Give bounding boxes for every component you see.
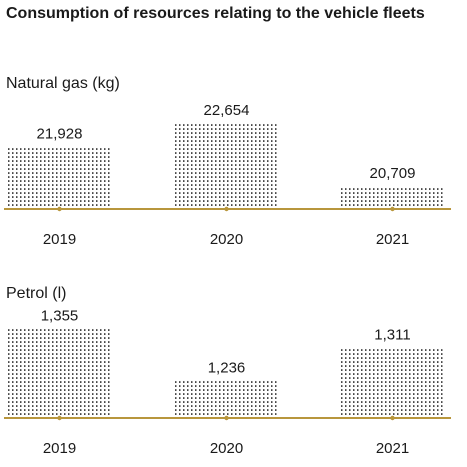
tick-label: 2021 — [376, 231, 409, 248]
tick-label: 2021 — [376, 440, 409, 457]
baseline-marker — [57, 415, 62, 421]
tick-labels-natural-gas: 2019 2020 2021 — [43, 231, 409, 248]
chart-title: Consumption of resources relating to the… — [6, 5, 425, 22]
bar-2020 — [175, 124, 277, 206]
baseline-marker — [390, 206, 395, 212]
value-label: 1,311 — [374, 327, 410, 344]
value-label: 20,709 — [370, 165, 416, 182]
baseline-marker — [57, 206, 62, 212]
bar-2021 — [341, 349, 443, 415]
value-labels-natural-gas: 21,928 22,654 20,709 — [37, 102, 416, 182]
baseline-markers-petrol — [57, 415, 395, 421]
panel-title-petrol: Petrol (l) — [6, 285, 66, 302]
bar-2019 — [8, 148, 110, 206]
bar-2020 — [175, 381, 277, 415]
value-labels-petrol: 1,355 1,236 1,311 — [41, 308, 411, 377]
value-label: 1,236 — [208, 360, 246, 377]
bar-2019 — [8, 329, 110, 415]
value-label: 22,654 — [204, 102, 250, 119]
baseline-marker — [224, 415, 229, 421]
baseline-markers-natural-gas — [57, 206, 395, 212]
bars-petrol — [8, 329, 443, 415]
panel-petrol: Petrol (l) 1,355 1,236 1,311 2019 2020 2021 — [4, 285, 451, 457]
panel-title-natural-gas: Natural gas (kg) — [6, 75, 120, 92]
baseline-marker — [224, 206, 229, 212]
bar-2021 — [341, 188, 443, 206]
tick-label: 2019 — [43, 440, 76, 457]
value-label: 21,928 — [37, 126, 83, 143]
tick-labels-petrol: 2019 2020 2021 — [43, 440, 409, 457]
baseline-marker — [390, 415, 395, 421]
bars-natural-gas — [8, 124, 443, 206]
tick-label: 2019 — [43, 231, 76, 248]
tick-label: 2020 — [210, 231, 243, 248]
value-label: 1,355 — [41, 308, 79, 325]
tick-label: 2020 — [210, 440, 243, 457]
panel-natural-gas: Natural gas (kg) 21,928 22,654 20,709 2019… — [4, 75, 451, 248]
